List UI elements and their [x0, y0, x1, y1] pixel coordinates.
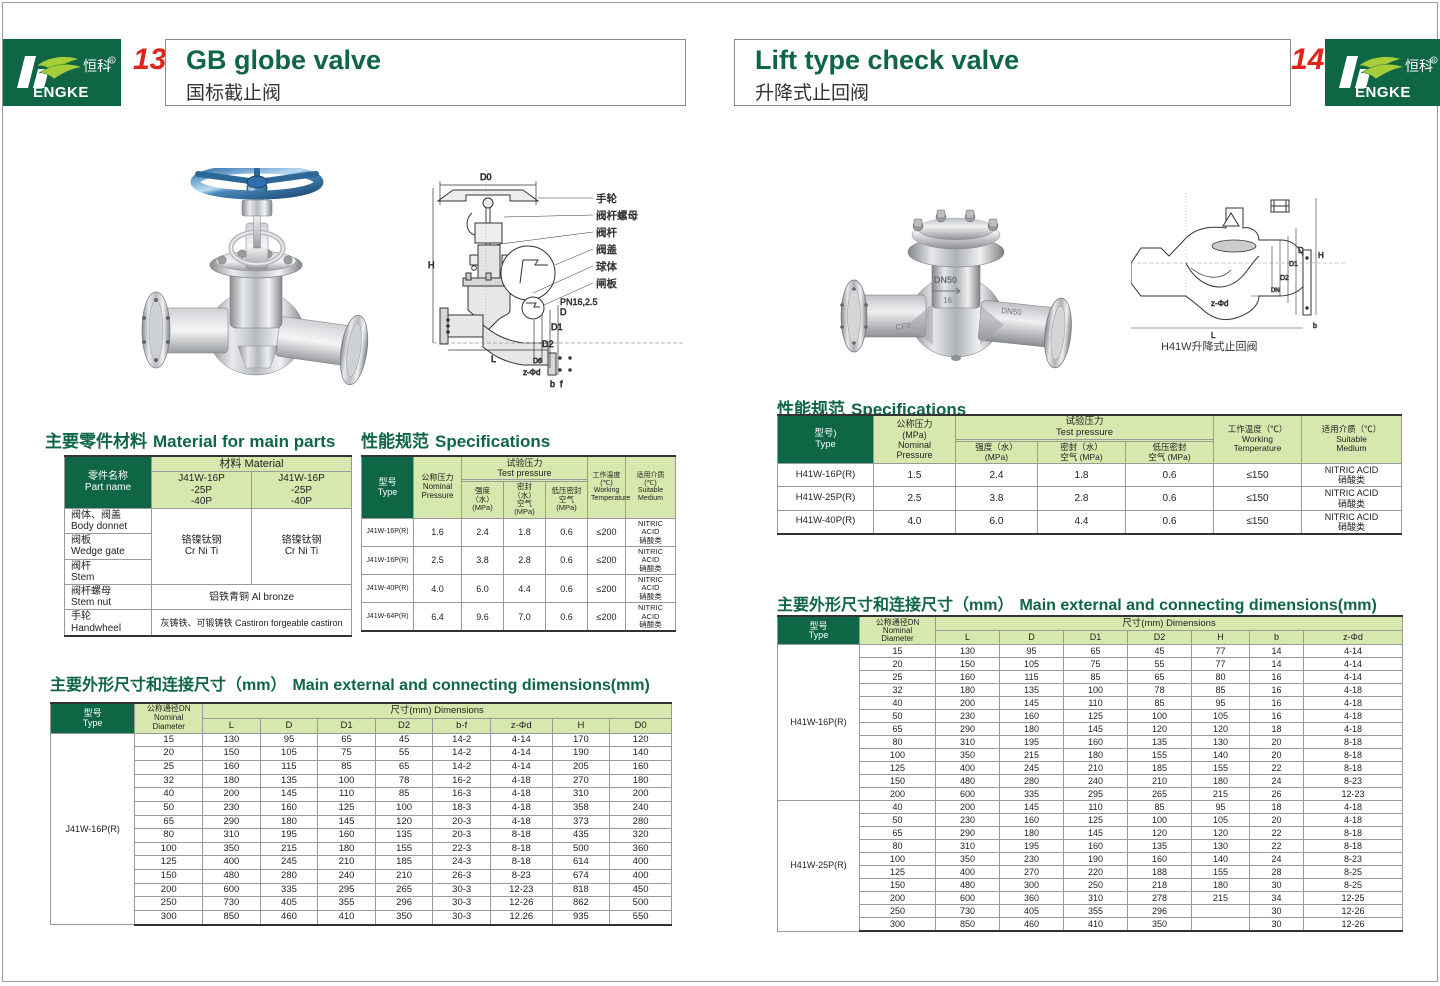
svg-text:H41W升降式止回阀: H41W升降式止回阀 — [1161, 339, 1258, 353]
svg-text:D2: D2 — [1280, 275, 1289, 282]
svg-text:z-Φd: z-Φd — [1211, 299, 1229, 308]
svg-text:D2: D2 — [542, 339, 554, 349]
svg-text:H: H — [428, 260, 435, 270]
svg-text:D1: D1 — [1289, 261, 1298, 268]
svg-text:D1: D1 — [551, 322, 563, 332]
svg-text:z-Φd: z-Φd — [523, 368, 541, 377]
svg-text:ENGKE: ENGKE — [33, 84, 89, 101]
svg-text:恒科: 恒科 — [1405, 58, 1433, 74]
svg-text:阀杆: 阀杆 — [596, 226, 617, 239]
svg-text:手轮: 手轮 — [596, 192, 617, 205]
svg-text:DN50: DN50 — [934, 275, 957, 285]
svg-text:阀杆螺母: 阀杆螺母 — [596, 209, 638, 222]
svg-text:b: b — [1313, 323, 1317, 330]
svg-text:阀盖: 阀盖 — [596, 243, 617, 256]
svg-text:f: f — [560, 379, 563, 389]
svg-text:ENGKE: ENGKE — [1355, 84, 1411, 101]
svg-text:L: L — [491, 354, 496, 364]
svg-text:b: b — [550, 379, 555, 389]
svg-text:D: D — [560, 307, 567, 317]
svg-text:D: D — [1298, 246, 1304, 255]
svg-text:R: R — [1432, 58, 1436, 64]
svg-text:16: 16 — [943, 296, 952, 305]
svg-text:闸板: 闸板 — [596, 277, 617, 290]
svg-text:R: R — [110, 58, 114, 64]
svg-text:PN16,2.5: PN16,2.5 — [560, 297, 598, 307]
svg-text:DN: DN — [1271, 288, 1280, 294]
svg-text:恒科: 恒科 — [83, 58, 111, 74]
svg-text:球体: 球体 — [596, 260, 617, 273]
svg-text:D0: D0 — [480, 172, 492, 182]
svg-text:L: L — [1211, 331, 1216, 340]
svg-text:H: H — [1318, 251, 1324, 260]
svg-text:D6: D6 — [533, 358, 542, 365]
